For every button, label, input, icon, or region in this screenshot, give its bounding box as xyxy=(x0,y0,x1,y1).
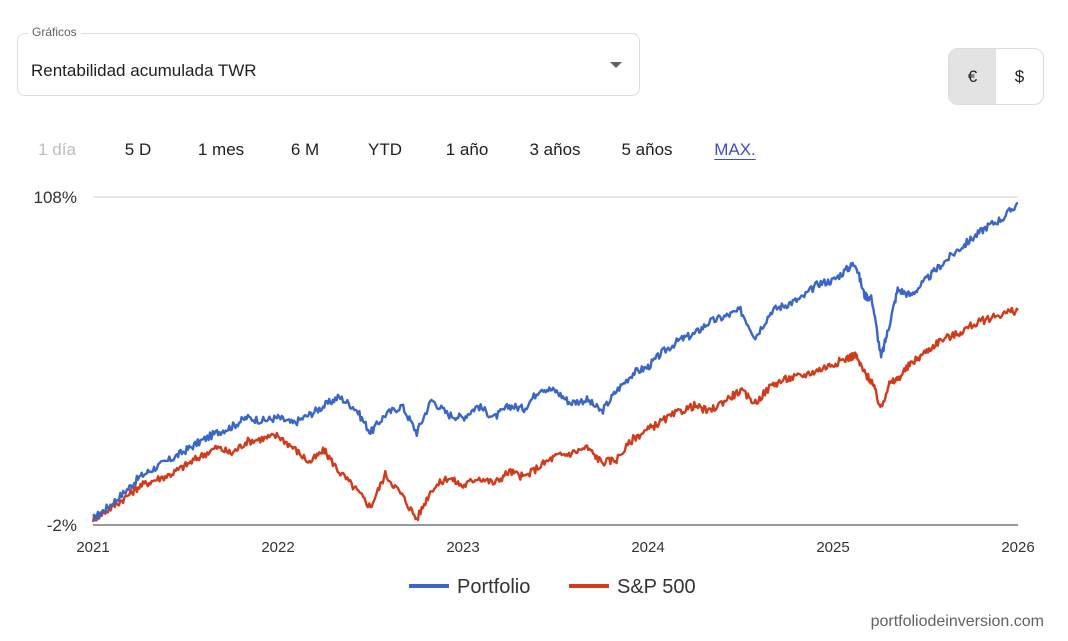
legend-label-portfolio: Portfolio xyxy=(457,576,530,598)
chart-type-select[interactable]: Gráficos Rentabilidad acumulada TWR xyxy=(17,25,640,96)
x-tick-label: 2024 xyxy=(631,539,664,556)
y-tick-label: 108% xyxy=(34,188,77,207)
range-tab-1-year[interactable]: 1 año xyxy=(445,140,489,159)
range-tab-1-month[interactable]: 1 mes xyxy=(197,140,245,159)
legend-label-sp500: S&P 500 xyxy=(617,576,696,598)
x-tick-label: 2025 xyxy=(816,539,849,556)
currency-toggle: € $ xyxy=(948,48,1044,105)
range-tab-1-day[interactable]: 1 día xyxy=(38,140,76,159)
series-line-portfolio xyxy=(92,201,1019,522)
range-tab-3-years[interactable]: 3 años xyxy=(529,140,581,159)
source-watermark: portfoliodeinversion.com xyxy=(870,613,1044,630)
x-tick-label: 2021 xyxy=(76,539,109,556)
range-tab-ytd[interactable]: YTD xyxy=(368,140,402,159)
y-tick-label: -2% xyxy=(47,516,77,535)
chevron-down-icon[interactable] xyxy=(610,62,622,68)
range-tab-max[interactable]: MAX. xyxy=(714,140,756,159)
x-tick-label: 2023 xyxy=(446,539,479,556)
performance-chart: 108% -2% 2021 2022 2023 2024 2025 2026 Portfolio… xyxy=(34,188,1035,598)
x-tick-label: 2026 xyxy=(1001,539,1034,556)
currency-usd-button[interactable]: $ xyxy=(1014,66,1025,86)
select-value: Rentabilidad acumulada TWR xyxy=(31,61,257,80)
select-label: Gráficos xyxy=(28,25,81,39)
time-range-tabs: 1 día 5 D 1 mes 6 M YTD 1 año 3 años 5 a… xyxy=(0,140,1068,164)
range-tab-5-years[interactable]: 5 años xyxy=(621,140,673,159)
range-tab-5-days[interactable]: 5 D xyxy=(124,140,152,159)
range-tab-6-months[interactable]: 6 M xyxy=(290,140,320,159)
series-line-sp500 xyxy=(91,306,1019,523)
currency-eur-button[interactable]: € xyxy=(949,49,996,104)
x-tick-label: 2022 xyxy=(261,539,294,556)
